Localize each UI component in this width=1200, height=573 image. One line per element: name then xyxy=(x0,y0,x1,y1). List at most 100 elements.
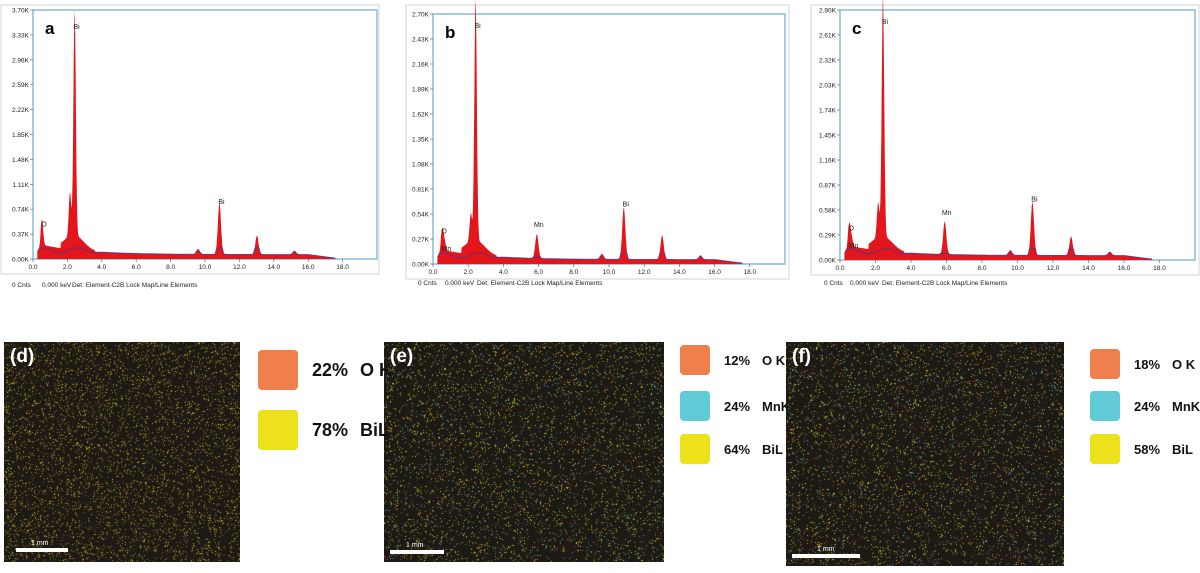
mn-k-swatch xyxy=(1090,391,1120,421)
peak-label: Mn xyxy=(942,210,952,217)
legend-bi-l: 64% BiL xyxy=(680,434,783,464)
o-k-percent: 18% xyxy=(1134,356,1161,372)
panel-label: b xyxy=(445,23,455,42)
footer-counts: 0 Cnts xyxy=(418,280,438,287)
x-tick-label: 0.0 xyxy=(28,264,37,271)
peak-marker xyxy=(197,252,199,255)
x-tick-label: 16.0 xyxy=(708,269,721,276)
peak-marker xyxy=(1070,240,1072,242)
y-tick-label: 2.70K xyxy=(412,12,430,19)
bi-l-label: BiL xyxy=(1172,441,1193,457)
y-tick-label: 2.59K xyxy=(12,82,30,89)
reference-spectrum-line xyxy=(844,248,1152,260)
x-tick-label: 4.0 xyxy=(499,269,508,276)
map-noise xyxy=(4,342,240,562)
y-tick-label: 0.74K xyxy=(12,207,30,214)
y-tick-label: 1.08K xyxy=(412,162,430,169)
peak-marker xyxy=(73,33,76,35)
x-tick-label: 14.0 xyxy=(1082,265,1095,272)
scale-bar-label: 1 mm xyxy=(31,540,49,547)
y-tick-label: 0.29K xyxy=(819,233,837,240)
footer-detector: Det: Element-C2B Lock Map/Line Elements xyxy=(477,280,603,287)
eds-spectrum-a: 0.00K 0.37K 0.74K 1.11K 1.48K 1.85K 2.22K 2.59K… xyxy=(0,4,380,289)
y-tick-label: 2.32K xyxy=(819,58,837,65)
peak-label: Mn xyxy=(534,222,544,229)
eds-spectrum-b: 0.00K 0.27K 0.54K 0.81K 1.08K 1.35K 1.62K 1.89K… xyxy=(405,0,790,287)
panel-label: c xyxy=(852,19,861,38)
scale-bar xyxy=(390,550,444,554)
y-tick-label: 0.87K xyxy=(819,183,837,190)
element-map-d: (d) 1 mm xyxy=(4,342,240,562)
peak-marker xyxy=(443,254,446,256)
y-tick-label: 3.33K xyxy=(12,32,30,39)
y-tick-label: 2.90K xyxy=(819,8,837,15)
y-tick-label: 2.43K xyxy=(412,37,430,44)
y-tick-label: 1.48K xyxy=(12,157,30,164)
legend-bi-l: 58% BiL xyxy=(1090,434,1193,464)
legend-mn-k: 24% MnK xyxy=(680,391,790,421)
o-k-label: O K xyxy=(762,352,786,368)
peak-marker xyxy=(41,232,43,235)
y-tick-label: 2.96K xyxy=(12,57,30,64)
peak-label: Bi xyxy=(623,202,630,209)
x-tick-label: 0.0 xyxy=(428,269,437,276)
peak-marker xyxy=(1009,254,1012,256)
peak-marker xyxy=(441,242,443,245)
bi-l-percent: 64% xyxy=(724,441,751,457)
legend-o-k: 12% O K xyxy=(680,345,785,375)
y-tick-label: 2.03K xyxy=(819,83,837,90)
x-tick-label: 18.0 xyxy=(1153,265,1166,272)
peak-label: O xyxy=(41,222,47,229)
peak-marker xyxy=(882,19,884,22)
bi-l-label: BiL xyxy=(762,441,783,457)
peak-marker xyxy=(661,239,663,241)
y-tick-label: 2.16K xyxy=(412,62,430,69)
bi-l-swatch xyxy=(680,434,710,464)
x-tick-label: 2.0 xyxy=(464,269,473,276)
y-tick-label: 0.81K xyxy=(412,187,430,194)
footer-counts: 0 Cnts xyxy=(824,280,844,287)
mn-k-percent: 24% xyxy=(724,398,751,414)
peak-marker xyxy=(848,237,850,240)
map-panel-label: (f) xyxy=(792,346,811,367)
mn-k-label: MnK xyxy=(762,398,791,414)
y-tick-label: 0.00K xyxy=(412,262,430,269)
footer-energy: 0.000 keV xyxy=(42,282,72,289)
x-tick-label: 16.0 xyxy=(302,264,315,271)
x-tick-label: 10.0 xyxy=(603,269,616,276)
x-tick-label: 18.0 xyxy=(743,269,756,276)
x-tick-label: 2.0 xyxy=(871,265,880,272)
mn-k-label: MnK xyxy=(1172,398,1200,414)
element-map-e: (e) 1 mm xyxy=(384,342,664,562)
peak-label: O xyxy=(441,228,447,235)
x-tick-label: 12.0 xyxy=(1047,265,1060,272)
x-tick-label: 10.0 xyxy=(199,264,212,271)
o-k-label: O K xyxy=(360,359,393,380)
y-tick-label: 0.54K xyxy=(412,212,430,219)
plot-frame xyxy=(432,13,786,265)
y-tick-label: 1.85K xyxy=(12,132,30,139)
o-k-percent: 22% xyxy=(312,359,349,380)
o-k-swatch xyxy=(1090,349,1120,379)
y-tick-label: 3.70K xyxy=(12,8,30,15)
element-map-f: (f) 1 mm xyxy=(786,342,1064,566)
footer-detector: Det: Element-C2B Lock Map/Line Elements xyxy=(882,280,1008,287)
peak-marker xyxy=(944,226,946,228)
panel-label: a xyxy=(45,19,55,38)
peak-marker xyxy=(877,224,879,227)
eds-spectrum-c: 0.00K 0.29K 0.58K 0.87K 1.16K 1.45K 1.74K 2.03K… xyxy=(810,0,1200,287)
peak-marker xyxy=(218,207,221,209)
peak-label: Bi xyxy=(218,199,225,206)
peak-label: Mn xyxy=(442,246,452,253)
peak-label: Bi xyxy=(74,24,81,31)
map-panel-label: (e) xyxy=(390,346,414,367)
legend-mn-k: 24% MnK xyxy=(1090,391,1200,421)
peak-marker xyxy=(256,239,258,241)
y-tick-label: 1.62K xyxy=(412,112,430,119)
y-tick-label: 2.61K xyxy=(819,33,837,40)
y-tick-label: 1.16K xyxy=(819,158,837,165)
reference-spectrum-line xyxy=(36,247,336,259)
bi-l-swatch xyxy=(258,410,298,450)
peak-marker xyxy=(69,214,71,216)
x-tick-label: 8.0 xyxy=(569,269,578,276)
